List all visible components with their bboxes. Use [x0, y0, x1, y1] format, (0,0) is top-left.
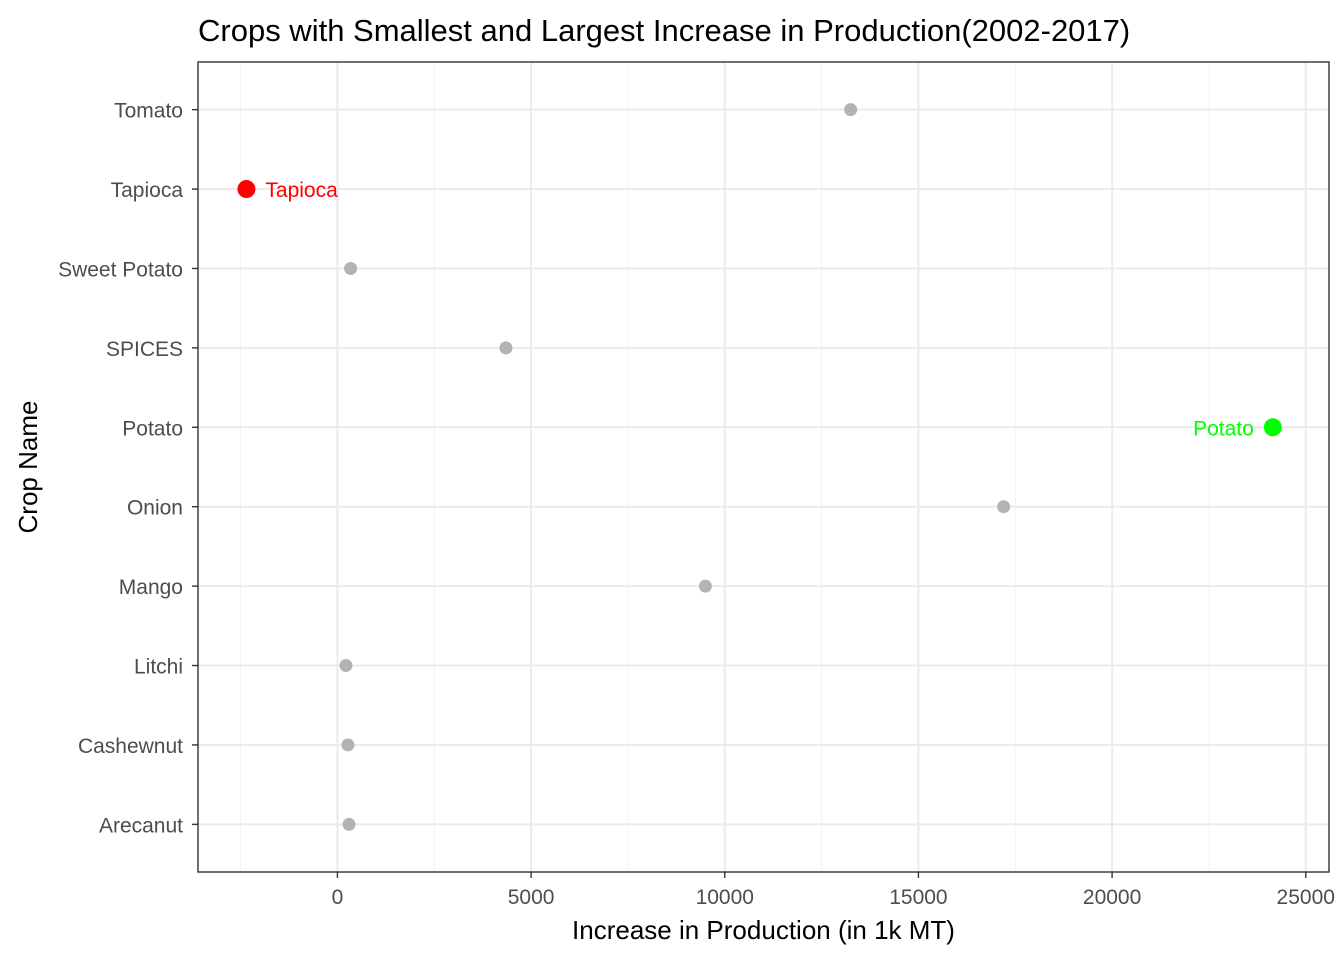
grid	[198, 62, 1329, 872]
point-label: Potato	[1193, 417, 1254, 440]
data-point	[997, 500, 1011, 514]
data-point	[698, 579, 712, 593]
data-point	[344, 261, 358, 275]
y-tick-label: Cashewnut	[78, 735, 183, 758]
y-tick-label: Potato	[122, 417, 183, 440]
y-tick-label: Arecanut	[99, 814, 183, 837]
data-point	[1263, 418, 1282, 437]
data-point	[341, 738, 355, 752]
x-tick-label: 10000	[696, 886, 754, 909]
point-label: Tapioca	[265, 179, 338, 202]
y-tick-label: Sweet Potato	[58, 258, 183, 281]
plot-panel-border	[197, 61, 1330, 873]
data-point	[237, 180, 256, 199]
x-tick-label: 20000	[1083, 886, 1141, 909]
data-point	[499, 341, 513, 355]
axes: Arecanut Cashewnut Litchi Mango Onion Potato S…	[58, 100, 1335, 909]
data-point	[339, 659, 353, 673]
x-tick-label: 15000	[889, 886, 947, 909]
y-axis-title: Crop Name	[13, 401, 43, 534]
data-point	[342, 817, 356, 831]
x-tick-label: 5000	[508, 886, 555, 909]
y-tick-label: Onion	[127, 497, 183, 520]
y-tick-label: Tomato	[114, 100, 183, 123]
x-tick-label: 0	[332, 886, 344, 909]
x-tick-label: 25000	[1277, 886, 1335, 909]
y-tick-label: Tapioca	[111, 179, 184, 202]
x-axis-title: Increase in Production (in 1k MT)	[572, 915, 955, 945]
y-tick-label: Mango	[119, 576, 183, 599]
y-tick-label: SPICES	[106, 338, 183, 361]
data-point	[844, 103, 858, 117]
chart-title: Crops with Smallest and Largest Increase…	[198, 13, 1130, 48]
point-labels: Potato Tapioca	[265, 179, 1253, 440]
plot-panel-background	[198, 62, 1329, 872]
y-tick-label: Litchi	[134, 656, 183, 679]
data-points	[237, 103, 1282, 831]
